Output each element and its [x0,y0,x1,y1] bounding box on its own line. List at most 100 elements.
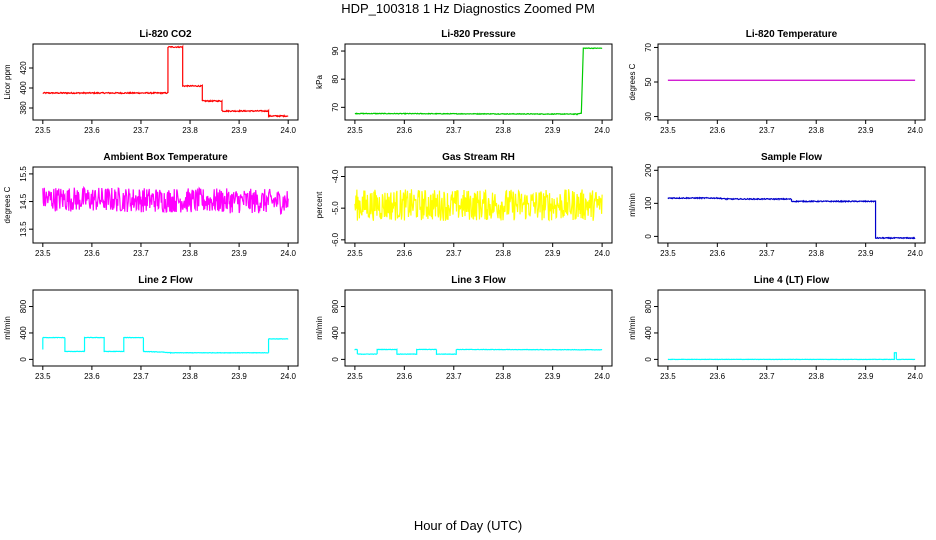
x-tick-label: 23.5 [347,126,363,135]
panel-3: Li-820 Temperature degrees C 23.5 23.6 23.7 2… [628,29,926,135]
series-line [42,336,289,355]
series-line [42,185,289,215]
x-tick-label: 23.9 [858,126,874,135]
plot-frame [32,43,299,121]
x-tick-label: 23.8 [495,249,511,258]
panel-title: Li-820 Pressure [441,29,516,40]
y-tick-label: 800 [644,299,653,313]
y-tick-label: 420 [19,61,28,75]
panel-2: Li-820 Pressure kPa 23.5 23.6 23.7 23.8 23.9 24… [315,29,613,135]
y-tick-label: 200 [644,163,653,177]
y-axis-label: percent [315,191,324,218]
plot-frame [344,166,613,244]
x-tick-label: 23.9 [231,126,247,135]
x-tick-label: 23.6 [397,249,413,258]
x-tick-label: 24.0 [907,249,923,258]
x-tick-label: 24.0 [594,249,610,258]
x-tick-label: 23.9 [231,249,247,258]
x-tick-label: 23.5 [660,126,676,135]
x-tick-label: 23.7 [133,126,149,135]
x-tick-label: 23.8 [808,249,824,258]
x-tick-label: 24.0 [280,249,296,258]
plot-frame [657,289,926,367]
y-tick-label: 15.5 [19,166,28,182]
panel-title: Line 3 Flow [451,275,506,286]
x-tick-label: 24.0 [280,126,296,135]
y-tick-label: 70 [644,42,653,51]
x-tick-label: 23.8 [182,372,198,381]
x-tick-label: 23.7 [759,249,775,258]
x-tick-label: 23.8 [495,126,511,135]
y-tick-label: 400 [644,326,653,340]
x-tick-label: 23.7 [133,249,149,258]
plot-frame [32,289,299,367]
x-tick-label: 23.5 [347,249,363,258]
y-tick-label: 0 [19,357,28,362]
x-tick-label: 23.5 [35,126,51,135]
y-axis-label: kPa [315,75,324,89]
x-tick-label: 23.6 [84,249,100,258]
y-axis-label: ml/min [628,316,637,340]
panel-title: Line 4 (LT) Flow [754,275,830,286]
panel-4: Ambient Box Temperature degrees C 23.5 23.6… [3,152,299,258]
x-tick-label: 23.6 [84,372,100,381]
y-axis-label: ml/min [628,193,637,217]
x-tick-label: 23.5 [35,249,51,258]
x-tick-label: 23.5 [35,372,51,381]
y-tick-label: 800 [19,299,28,313]
series-line [42,44,289,119]
plot-frame [657,43,926,121]
panel-title: Ambient Box Temperature [103,152,228,163]
y-tick-label: -4.0 [331,169,340,183]
x-tick-label: 23.9 [545,372,561,381]
y-axis-label: ml/min [315,316,324,340]
y-tick-label: 80 [331,74,340,83]
panel-title: Line 2 Flow [138,275,193,286]
y-axis-label: degrees C [628,63,637,100]
y-tick-label: 100 [644,196,653,210]
panel-5: Gas Stream RH percent 23.5 23.6 23.7 23.8 23.9… [315,152,613,258]
y-tick-label: 380 [19,101,28,115]
x-tick-label: 23.5 [660,372,676,381]
series-line [667,196,916,240]
x-tick-label: 23.8 [808,372,824,381]
x-tick-label: 23.6 [710,372,726,381]
y-tick-label: 400 [19,326,28,340]
panel-1: Li-820 CO2 Licor ppm 23.5 23.6 23.7 23.8 23.9 2… [3,29,299,135]
x-tick-label: 23.7 [759,126,775,135]
y-tick-label: 13.5 [19,221,28,237]
plot-frame [344,43,613,121]
panel-7: Line 2 Flow ml/min 23.5 23.6 23.7 23.8 23.9 24.… [3,275,299,381]
x-tick-label: 23.9 [858,249,874,258]
series-line [667,352,916,361]
y-tick-label: 400 [331,326,340,340]
x-tick-label: 23.7 [446,372,462,381]
series-line [354,189,603,222]
x-tick-label: 23.5 [347,372,363,381]
plot-frame [344,289,613,367]
y-tick-label: -5.0 [331,201,340,215]
x-tick-label: 23.6 [397,372,413,381]
y-tick-label: 50 [644,77,653,86]
x-tick-label: 23.6 [84,126,100,135]
panel-title: Li-820 CO2 [139,29,192,40]
x-tick-label: 23.8 [808,126,824,135]
plot-frame [657,166,926,244]
y-tick-label: 0 [644,357,653,362]
x-tick-label: 23.6 [710,249,726,258]
x-tick-label: 23.9 [545,126,561,135]
y-tick-label: 14.5 [19,193,28,209]
panel-9: Line 4 (LT) Flow ml/min 23.5 23.6 23.7 23.8 23… [628,275,926,381]
y-tick-label: 90 [331,46,340,55]
y-tick-label: 30 [644,112,653,121]
y-tick-label: 800 [331,299,340,313]
plot-frame [32,166,299,244]
panel-title: Gas Stream RH [442,152,515,163]
y-axis-label: Licor ppm [3,64,12,99]
panel-title: Li-820 Temperature [746,29,838,40]
x-tick-label: 23.7 [759,372,775,381]
series-line [354,348,603,356]
y-tick-label: 0 [331,357,340,362]
x-tick-label: 23.7 [133,372,149,381]
